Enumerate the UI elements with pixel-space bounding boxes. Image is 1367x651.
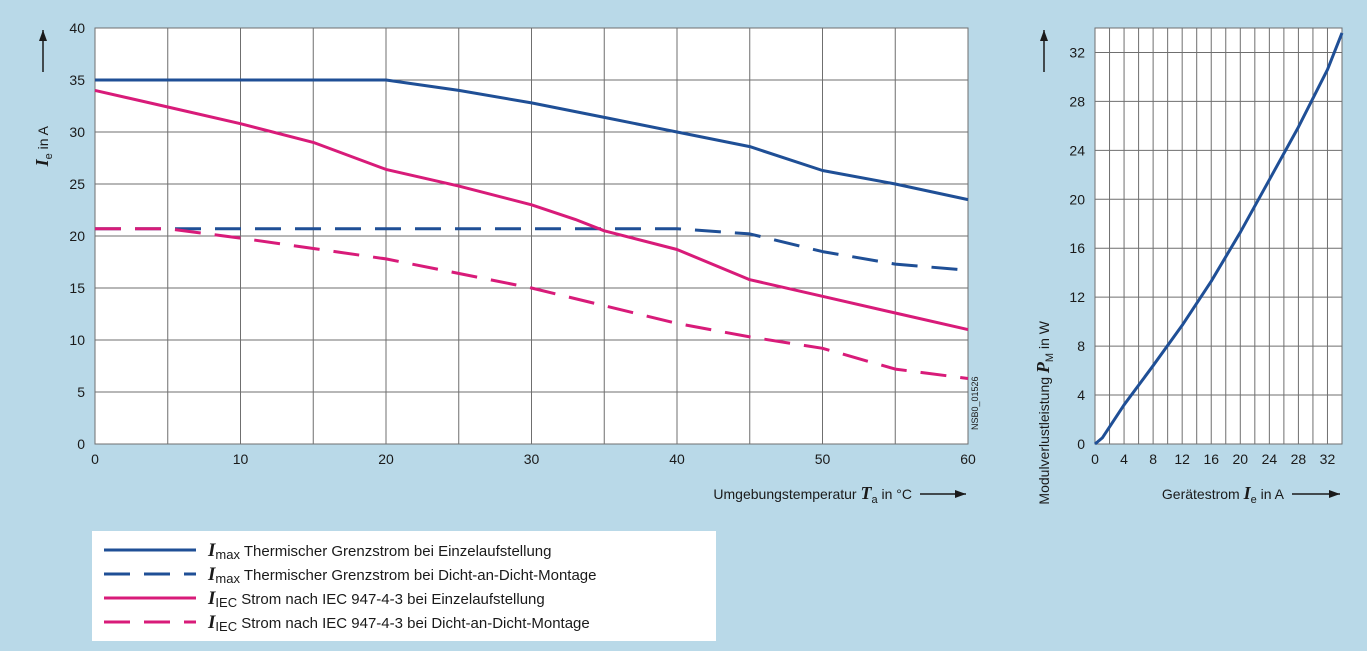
y-tick-label: 28: [1069, 93, 1085, 109]
y-tick-label: 5: [77, 384, 85, 400]
y-tick-label: 32: [1069, 44, 1085, 60]
legend-text: Thermischer Grenzstrom bei Einzelaufstel…: [240, 543, 552, 560]
legend-text: Thermischer Grenzstrom bei Dicht-an-Dich…: [240, 567, 597, 584]
y-tick-label: 40: [69, 20, 85, 36]
y-tick-label: 25: [69, 176, 85, 192]
series-line-solid: [95, 78, 969, 202]
axis-label-unit: in A: [1257, 486, 1285, 502]
x-tick-label: 0: [91, 451, 99, 467]
power-loss-chart: 0 4 8 12 16 20 24 28 32 0 4 8 12 16 20 24 28 32 Gerätestro…: [1033, 27, 1344, 506]
legend-subscript: IEC: [215, 595, 237, 610]
x-tick-label: 20: [378, 451, 394, 467]
y-tick-label: 24: [1069, 142, 1085, 158]
legend-symbol: I: [207, 588, 216, 609]
x-tick-label: 28: [1291, 451, 1307, 467]
x-tick-label: 0: [1091, 451, 1099, 467]
axis-label-symbol: I: [1243, 483, 1252, 503]
y-tick-label: 8: [1077, 338, 1085, 354]
legend-symbol: I: [207, 612, 216, 633]
series-line-dashed: [95, 227, 969, 272]
x-tick-label: 30: [524, 451, 540, 467]
y-tick-label: 4: [1077, 387, 1085, 403]
x-tick-label: 32: [1320, 451, 1336, 467]
legend-entry: IIEC Strom nach IEC 947-4-3 bei Einzelau…: [207, 588, 545, 610]
series-line-solid: [1094, 32, 1344, 446]
axis-label-subscript: e: [1251, 494, 1257, 506]
axis-label-subscript: a: [871, 494, 878, 506]
series-line-solid: [94, 88, 969, 332]
x-tick-label: 8: [1149, 451, 1157, 467]
x-tick-label: 4: [1120, 451, 1128, 467]
watermark-code: NSB0_01526: [970, 376, 980, 430]
y-tick-label: 15: [69, 280, 85, 296]
axis-label-text: Umgebungstemperatur: [713, 486, 860, 502]
axis-label-symbol: P: [1033, 361, 1053, 374]
x-axis-label: Umgebungstemperatur Ta in °C: [713, 483, 912, 506]
y-axis-arrow-head: [39, 30, 47, 41]
legend-entry: IIEC Strom nach IEC 947-4-3 bei Dicht-an…: [207, 612, 590, 634]
y-axis-label: Ie in A: [32, 125, 55, 167]
axis-label-subscript: e: [43, 153, 55, 159]
x-tick-label: 16: [1203, 451, 1219, 467]
temperature-current-chart: 0 10 20 30 40 50 60 0 5 10 15 20 25 30 35 40 Umgebungste…: [32, 20, 976, 506]
legend-text: Strom nach IEC 947-4-3 bei Dicht-an-Dich…: [237, 615, 590, 632]
x-tick-label: 12: [1174, 451, 1190, 467]
x-tick-label: 20: [1233, 451, 1249, 467]
y-axis-arrow-head: [1040, 30, 1048, 41]
y-tick-label: 12: [1069, 289, 1085, 305]
axis-label-symbol: T: [860, 483, 872, 503]
x-tick-label: 50: [815, 451, 831, 467]
legend-text: Strom nach IEC 947-4-3 bei Einzelaufstel…: [237, 591, 545, 608]
legend-entry: Imax Thermischer Grenzstrom bei Einzelau…: [207, 540, 552, 562]
y-tick-label: 10: [69, 332, 85, 348]
axis-label-unit: in A: [35, 125, 51, 153]
x-axis-arrow-head: [1329, 490, 1340, 498]
axis-label-unit: in °C: [878, 486, 912, 502]
axis-label-text: Gerätestrom: [1162, 486, 1244, 502]
axis-label-subscript: M: [1044, 353, 1056, 362]
x-axis-arrow-head: [955, 490, 966, 498]
y-tick-label: 35: [69, 72, 85, 88]
y-axis-label: Modulverlustleistung PM in W: [1033, 320, 1056, 504]
legend-entry: Imax Thermischer Grenzstrom bei Dicht-an…: [207, 564, 596, 586]
legend-subscript: max: [215, 571, 240, 586]
legend: Imax Thermischer Grenzstrom bei Einzelau…: [92, 531, 716, 641]
x-tick-label: 60: [960, 451, 976, 467]
y-tick-label: 30: [69, 124, 85, 140]
plot-frame: [1094, 27, 1343, 445]
y-tick-label: 16: [1069, 240, 1085, 256]
x-axis-label: Gerätestrom Ie in A: [1162, 483, 1285, 506]
axis-label-symbol: I: [32, 158, 52, 167]
plot-frame: [94, 27, 969, 445]
x-tick-label: 24: [1262, 451, 1278, 467]
y-tick-label: 20: [1069, 191, 1085, 207]
legend-subscript: IEC: [215, 619, 237, 634]
y-tick-label: 20: [69, 228, 85, 244]
x-tick-label: 10: [233, 451, 249, 467]
x-tick-label: 40: [669, 451, 685, 467]
legend-subscript: max: [215, 547, 240, 562]
legend-symbol: I: [207, 540, 216, 561]
plot-area: [1095, 28, 1342, 444]
legend-symbol: I: [207, 564, 216, 585]
series-line-dashed: [95, 227, 969, 380]
y-tick-label: 0: [77, 436, 85, 452]
y-tick-label: 0: [1077, 436, 1085, 452]
axis-label-unit: in W: [1036, 320, 1052, 353]
axis-label-text: Modulverlustleistung: [1036, 373, 1052, 505]
